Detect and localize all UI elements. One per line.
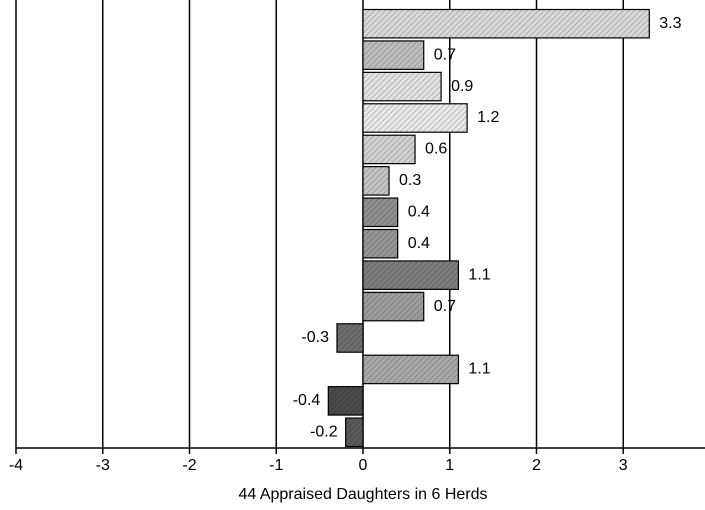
bar-hatch	[363, 135, 416, 164]
x-tick-label: 0	[359, 457, 368, 474]
x-tick-label: 2	[532, 457, 541, 474]
bar-hatch	[363, 292, 424, 321]
value-label: 0.3	[399, 172, 421, 189]
value-label: 0.9	[451, 78, 473, 95]
value-label: 1.2	[477, 109, 499, 126]
bar-hatch	[336, 323, 363, 353]
bar-hatch	[363, 72, 442, 101]
value-label: 3.3	[659, 15, 681, 32]
x-tick-label: -4	[9, 457, 23, 474]
bar-hatch	[328, 386, 363, 416]
value-label: 0.4	[408, 235, 430, 252]
value-label: 0.7	[434, 298, 456, 315]
bar-hatch	[363, 198, 398, 227]
value-label: 0.7	[434, 46, 456, 63]
bar-hatch	[363, 260, 459, 290]
bar-hatch	[363, 103, 468, 133]
x-tick-label: 1	[445, 457, 454, 474]
value-label: -0.3	[301, 329, 329, 346]
value-label: -0.2	[310, 424, 338, 441]
value-label: 0.4	[408, 204, 430, 221]
x-tick-label: -1	[269, 457, 283, 474]
bar-hatch	[345, 418, 363, 447]
value-label: -0.4	[293, 392, 321, 409]
bar-hatch	[363, 9, 650, 38]
bar-hatch	[363, 229, 398, 258]
x-axis-title: 44 Appraised Daughters in 6 Herds	[238, 486, 487, 503]
value-label: 0.6	[425, 141, 447, 158]
bar-hatch	[363, 355, 459, 384]
value-label: 1.1	[468, 361, 490, 378]
value-label: 1.1	[468, 266, 490, 283]
x-tick-label: 3	[619, 457, 628, 474]
bar-hatch	[363, 166, 390, 196]
bar-hatch	[363, 40, 424, 70]
x-tick-label: -3	[96, 457, 110, 474]
x-tick-label: -2	[182, 457, 196, 474]
